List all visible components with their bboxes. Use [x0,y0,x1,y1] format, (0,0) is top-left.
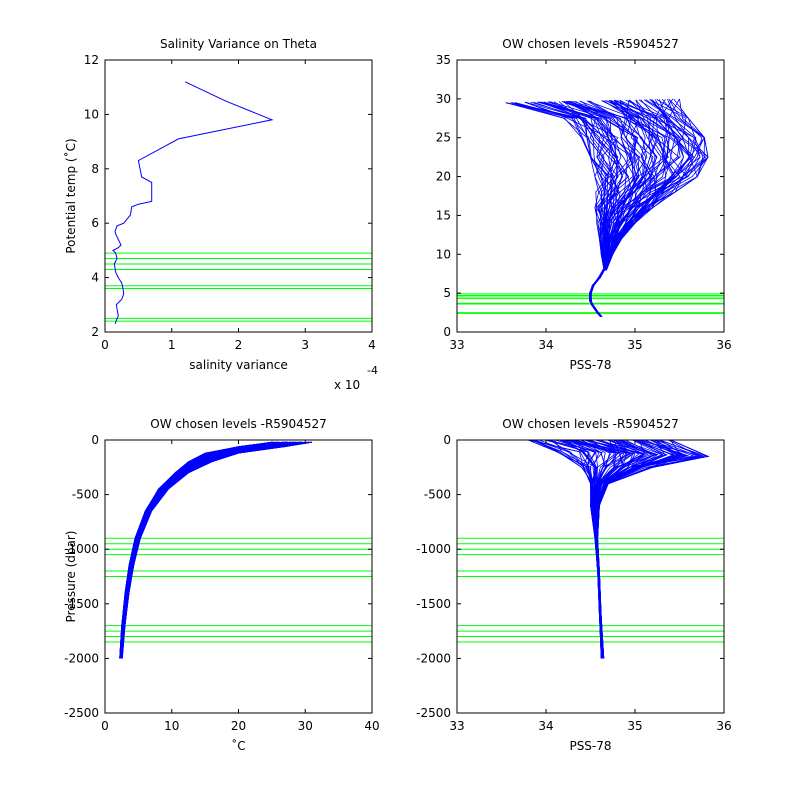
plot-area [457,440,724,659]
profile-line [505,102,605,317]
x-axis-label: ˚C [231,738,245,753]
series-line [112,81,274,324]
y-tick-label: 6 [91,216,99,230]
y-tick-label: 15 [436,208,451,222]
y-tick-label: -500 [72,488,99,502]
y-tick-label: -1000 [416,542,451,556]
y-tick-label: -500 [424,488,451,502]
chart-title: OW chosen levels -R5904527 [502,417,678,431]
x-exponent-base: x 10 [334,378,360,392]
profile-line [589,98,705,317]
y-tick-label: -2500 [416,706,451,720]
x-tick-label: 0 [101,719,109,733]
profile-line [539,101,615,317]
x-axis-label: salinity variance [189,358,288,372]
plot-area [457,98,724,317]
x-tick-label: 36 [716,338,731,352]
x-tick-label: 34 [538,719,553,733]
y-tick-label: 30 [436,92,451,106]
y-tick-label: 10 [436,247,451,261]
y-tick-label: 10 [84,107,99,121]
x-tick-label: 36 [716,719,731,733]
plot-area [105,441,372,659]
x-tick-label: 20 [231,719,246,733]
y-tick-label: -2000 [64,651,99,665]
x-tick-label: 30 [298,719,313,733]
x-tick-label: 10 [164,719,179,733]
x-tick-label: 33 [449,719,464,733]
y-tick-label: 35 [436,53,451,67]
y-axis-label: Pressure (dbar) [64,531,78,623]
x-exponent-power: -4 [367,364,378,377]
x-tick-label: 0 [101,338,109,352]
y-tick-label: -1500 [416,597,451,611]
y-axis-label: Potential temp (˚C) [63,138,78,253]
profile-line [505,102,606,317]
axes-frame [456,59,725,333]
y-tick-label: 5 [443,286,451,300]
y-tick-label: 12 [84,53,99,67]
chart-title: Salinity Variance on Theta [160,37,317,51]
subplot-2: 33 34 35 36 0 5 10 15 20 25 30 35 OW chosen levels -… [436,37,732,372]
y-tick-label: -2500 [64,706,99,720]
x-tick-label: 33 [449,338,464,352]
x-axis-label: PSS-78 [569,358,611,372]
plot-area [105,81,372,324]
x-tick-label: 3 [301,338,309,352]
x-tick-label: 4 [368,338,376,352]
subplot-3: 0 10 20 30 40 -2500 -2000 -1500 -1000 -500 0 OW cho… [64,417,380,753]
y-tick-label: 20 [436,170,451,184]
y-tick-label: 0 [443,325,451,339]
x-tick-label: 34 [538,338,553,352]
x-tick-label: 35 [627,719,642,733]
profile-line [505,102,605,317]
y-tick-label: -2000 [416,651,451,665]
profile-line [121,441,312,659]
axes-frame [104,59,373,333]
chart-title: OW chosen levels -R5904527 [150,417,326,431]
y-tick-label: 2 [91,325,99,339]
axes-frame [456,439,725,714]
chart-title: OW chosen levels -R5904527 [502,37,678,51]
y-tick-label: -1000 [64,542,99,556]
profile-line [597,440,709,659]
profile-line [525,101,613,317]
y-tick-label: 0 [443,433,451,447]
subplot-4: 33 34 35 36 -2500 -2000 -1500 -1000 -500 0 OW chos… [416,417,732,753]
x-tick-label: 40 [364,719,379,733]
x-tick-label: 2 [235,338,243,352]
y-tick-label: 25 [436,131,451,145]
y-tick-label: -1500 [64,597,99,611]
x-tick-label: 1 [168,338,176,352]
y-tick-label: 0 [91,433,99,447]
x-axis-label: PSS-78 [569,739,611,753]
y-tick-label: 4 [91,271,99,285]
y-tick-label: 8 [91,162,99,176]
x-tick-label: 35 [627,338,642,352]
